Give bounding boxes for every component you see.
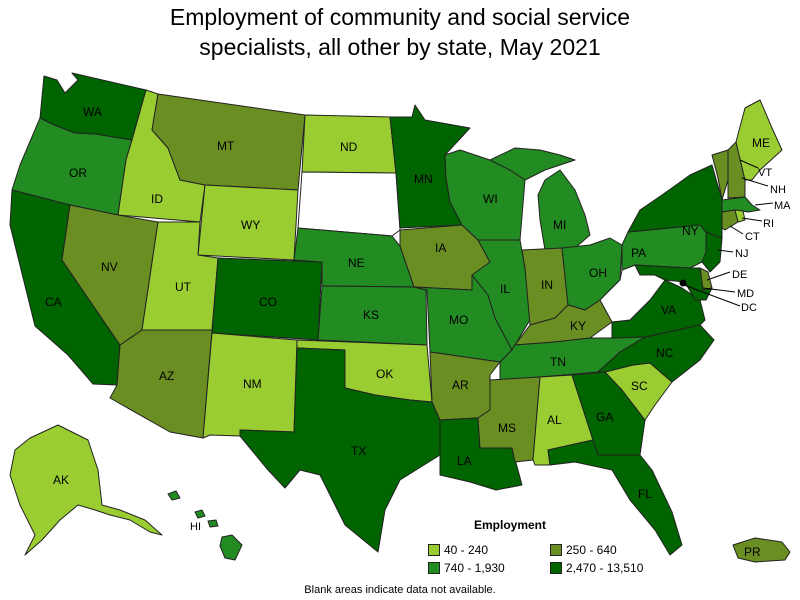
label-ia: IA: [435, 241, 446, 255]
label-ok: OK: [376, 367, 393, 381]
state-az[interactable]: [109, 329, 213, 439]
state-ks[interactable]: [317, 285, 428, 346]
label-pa: PA: [631, 246, 646, 260]
label-ny: NY: [682, 224, 699, 238]
state-ct[interactable]: [721, 209, 739, 231]
label-oh: OH: [589, 266, 607, 280]
label-tn: TN: [550, 355, 566, 369]
label-ne: NE: [348, 256, 365, 270]
state-fl[interactable]: [547, 439, 683, 556]
label-id: ID: [151, 192, 163, 206]
legend: Employment 40 - 240 250 - 640 740 - 1,93…: [428, 518, 668, 575]
label-ky: KY: [570, 319, 586, 333]
state-mi-upper[interactable]: [489, 147, 576, 181]
label-dc: DC: [741, 302, 757, 314]
label-ar: AR: [452, 378, 469, 392]
label-mn: MN: [414, 172, 433, 186]
label-va: VA: [661, 303, 676, 317]
label-ak: AK: [53, 473, 69, 487]
state-hi[interactable]: [219, 534, 243, 561]
state-sd[interactable]: [297, 171, 401, 237]
label-hi: HI: [190, 521, 201, 533]
label-fl: FL: [638, 487, 652, 501]
label-nd: ND: [340, 140, 358, 154]
footnote: Blank areas indicate data not available.: [304, 584, 496, 596]
legend-item-4: 2,470 - 13,510: [550, 561, 670, 575]
legend-label-4: 2,470 - 13,510: [566, 561, 644, 575]
label-nv: NV: [101, 260, 118, 274]
label-il: IL: [500, 282, 510, 296]
label-nh: NH: [770, 184, 786, 196]
state-ak[interactable]: [9, 424, 163, 556]
label-mt: MT: [217, 139, 235, 153]
state-vt[interactable]: [711, 149, 729, 201]
label-mi: MI: [553, 218, 566, 232]
label-sc: SC: [631, 379, 648, 393]
state-mi[interactable]: [537, 169, 591, 251]
state-tx[interactable]: [239, 347, 441, 553]
label-co: CO: [259, 295, 277, 309]
label-vt: VT: [758, 167, 772, 179]
label-pr: PR: [744, 545, 761, 559]
legend-swatch-3: [428, 562, 440, 574]
legend-label-1: 40 - 240: [444, 543, 489, 557]
label-ri: RI: [763, 218, 774, 230]
label-al: AL: [547, 413, 562, 427]
label-nc: NC: [656, 346, 674, 360]
legend-item-3: 740 - 1,930: [428, 561, 550, 575]
label-nm: NM: [243, 377, 262, 391]
legend-label-3: 740 - 1,930: [444, 561, 505, 575]
state-labels: WA OR CA ID NV MT WY UT AZ CO NM ND NE K…: [45, 105, 791, 559]
legend-item-2: 250 - 640: [550, 543, 670, 557]
legend-item-1: 40 - 240: [428, 543, 550, 557]
label-de: DE: [732, 269, 747, 281]
label-me: ME: [752, 136, 770, 150]
state-nj[interactable]: [701, 231, 723, 273]
state-ma[interactable]: [721, 196, 761, 213]
label-or: OR: [69, 166, 87, 180]
map-title-line-1: Employment of community and social servi…: [169, 4, 631, 30]
legend-title: Employment: [473, 518, 546, 532]
label-ms: MS: [498, 421, 516, 435]
legend-label-2: 250 - 640: [566, 543, 617, 557]
label-ca: CA: [45, 295, 62, 309]
label-nj: NJ: [735, 248, 748, 260]
label-tx: TX: [351, 444, 366, 458]
label-la: LA: [457, 454, 472, 468]
legend-swatch-1: [428, 544, 440, 556]
label-in: IN: [541, 278, 553, 292]
map-title: Employment of community and social servi…: [0, 2, 800, 62]
state-pr[interactable]: [732, 537, 791, 563]
map-title-line-2: specialists, all other by state, May 202…: [199, 34, 601, 60]
label-az: AZ: [159, 369, 174, 383]
label-wy: WY: [241, 218, 260, 232]
label-ks: KS: [363, 308, 379, 322]
label-ut: UT: [175, 280, 192, 294]
state-mt[interactable]: [151, 93, 306, 191]
label-mo: MO: [449, 313, 468, 327]
label-ct: CT: [745, 231, 760, 243]
label-ga: GA: [596, 410, 613, 424]
state-nc[interactable]: [597, 324, 715, 383]
label-wa: WA: [83, 105, 102, 119]
label-ma: MA: [774, 200, 791, 212]
state-hi-islands[interactable]: [167, 490, 219, 528]
leader-lines: [683, 159, 774, 307]
state-ri[interactable]: [734, 209, 746, 223]
label-md: MD: [737, 288, 754, 300]
legend-swatch-4: [550, 562, 562, 574]
legend-swatch-2: [550, 544, 562, 556]
label-wi: WI: [483, 192, 498, 206]
